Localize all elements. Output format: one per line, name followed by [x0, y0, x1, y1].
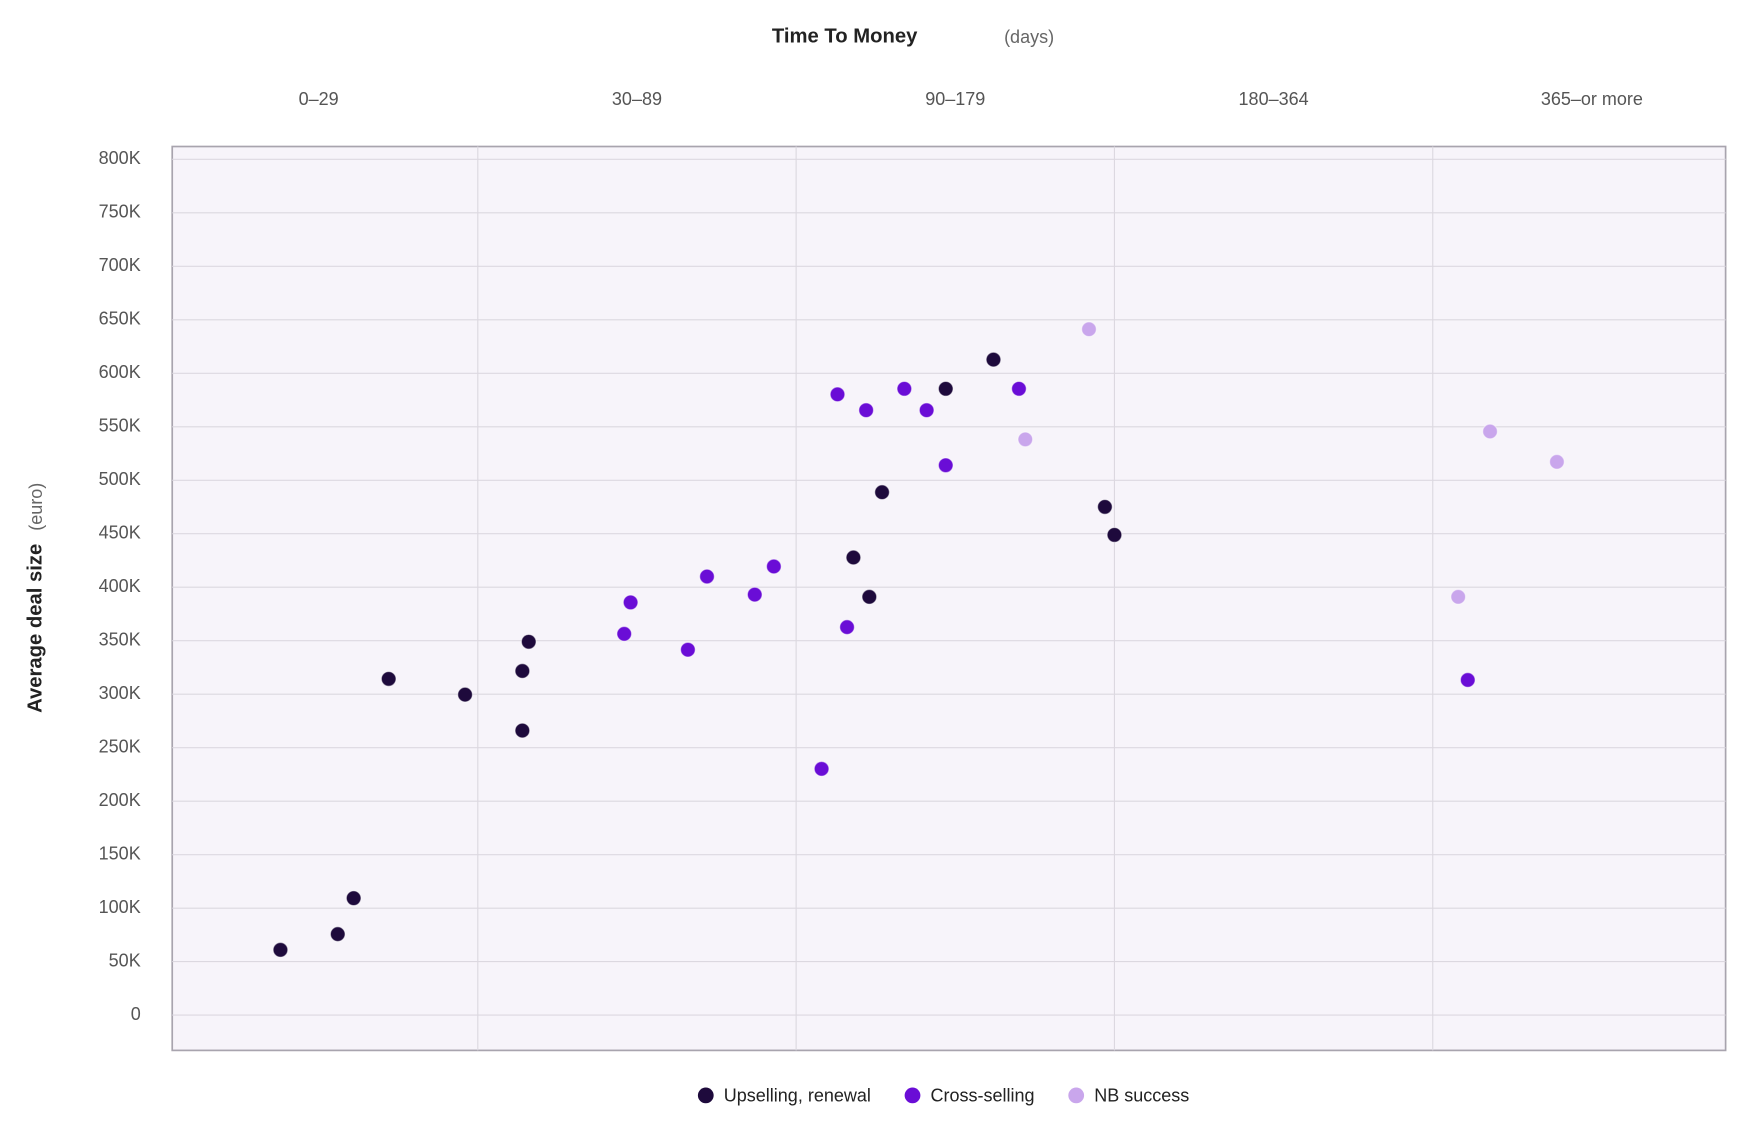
x-category-label: 365–or more — [1541, 89, 1643, 109]
legend-label: NB success — [1094, 1085, 1189, 1105]
chart-title: Time To Money — [772, 26, 918, 48]
y-tick-label: 650K — [99, 309, 141, 329]
legend-item: NB success — [1068, 1085, 1189, 1105]
legend-label: Cross-selling — [931, 1085, 1035, 1105]
plot-area — [171, 145, 1727, 1052]
y-tick-label: 250K — [99, 736, 141, 756]
y-tick-label: 50K — [109, 950, 141, 970]
data-point — [457, 686, 473, 703]
data-point — [1081, 321, 1097, 338]
y-tick-label: 550K — [99, 416, 141, 436]
data-point — [918, 402, 935, 419]
data-point — [746, 586, 763, 603]
data-point — [345, 890, 362, 907]
y-axis-unit: (euro) — [26, 483, 46, 531]
data-point — [861, 588, 878, 605]
data-point — [1106, 527, 1123, 543]
data-point — [380, 671, 397, 687]
y-tick-label: 750K — [99, 202, 141, 222]
y-tick-label: 450K — [99, 522, 141, 542]
data-point — [765, 558, 782, 575]
legend-swatch — [904, 1087, 921, 1104]
data-point — [1097, 499, 1113, 515]
data-point — [622, 594, 639, 611]
y-tick-label: 200K — [99, 790, 141, 810]
x-category-label: 90–179 — [925, 89, 985, 109]
y-tick-label: 700K — [99, 255, 141, 275]
y-tick-label: 400K — [99, 576, 141, 596]
data-point — [272, 941, 289, 958]
data-point — [1017, 431, 1034, 448]
data-point — [1450, 588, 1467, 605]
data-point — [985, 351, 1002, 368]
y-tick-label: 800K — [99, 148, 141, 168]
data-point — [896, 380, 913, 397]
data-point — [845, 549, 862, 566]
data-point — [1011, 380, 1027, 397]
y-tick-label: 500K — [99, 469, 141, 489]
data-point — [1549, 453, 1565, 470]
data-point — [1459, 672, 1476, 688]
data-point — [813, 760, 830, 777]
data-point — [1482, 423, 1498, 440]
y-tick-label: 300K — [99, 683, 141, 703]
legend-item: Upselling, renewal — [697, 1085, 871, 1105]
y-tick-label: 600K — [99, 362, 141, 382]
y-axis-label: Average deal size — [24, 544, 46, 713]
data-point — [520, 633, 537, 650]
data-point — [680, 641, 696, 658]
data-point — [839, 619, 855, 636]
y-tick-label: 0 — [131, 1004, 141, 1024]
x-category-label: 180–364 — [1239, 89, 1309, 109]
data-point — [829, 386, 846, 403]
y-tick-label: 100K — [99, 897, 141, 917]
title-unit: (days) — [1004, 27, 1054, 47]
data-point — [858, 402, 875, 419]
data-point — [937, 457, 954, 474]
data-point — [699, 568, 715, 585]
data-point — [937, 380, 954, 397]
legend-label: Upselling, renewal — [724, 1085, 871, 1105]
data-point — [514, 722, 531, 739]
legend-swatch — [697, 1087, 714, 1104]
data-point — [874, 484, 890, 501]
data-point — [514, 663, 531, 679]
data-point — [616, 625, 633, 642]
x-category-label: 0–29 — [299, 89, 339, 109]
data-point — [329, 926, 346, 943]
x-category-label: 30–89 — [612, 89, 662, 109]
legend-swatch — [1068, 1087, 1085, 1104]
y-tick-label: 350K — [99, 629, 141, 649]
y-tick-label: 150K — [99, 843, 141, 863]
legend-item: Cross-selling — [904, 1085, 1035, 1105]
